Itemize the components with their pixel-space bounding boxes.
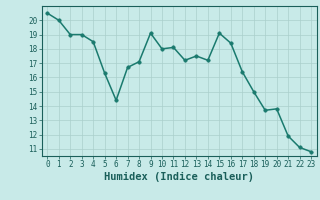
X-axis label: Humidex (Indice chaleur): Humidex (Indice chaleur) <box>104 172 254 182</box>
